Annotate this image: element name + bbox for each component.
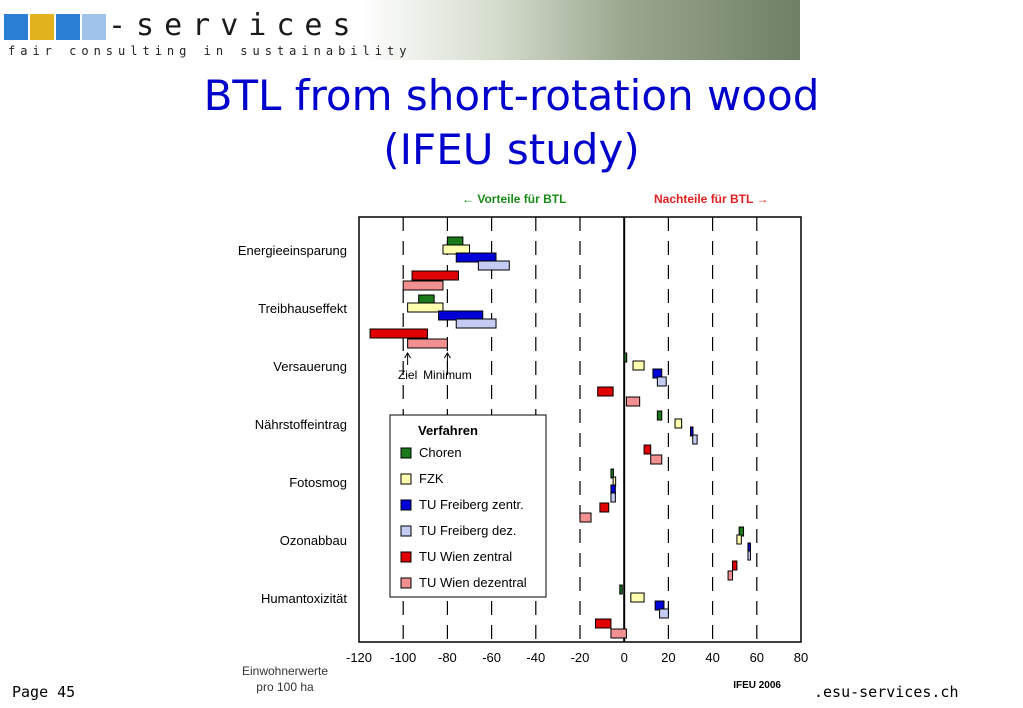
bar bbox=[579, 512, 592, 523]
legend-swatch bbox=[400, 499, 412, 511]
x-tick-label: 0 bbox=[621, 650, 628, 665]
bar bbox=[411, 270, 459, 281]
logo-block-2 bbox=[30, 14, 54, 40]
x-tick-label: -60 bbox=[482, 650, 501, 665]
x-tick-label: -120 bbox=[346, 650, 372, 665]
slide-title-line1: BTL from short-rotation wood bbox=[203, 71, 820, 120]
annotation-arrowhead bbox=[443, 352, 451, 359]
bar bbox=[736, 534, 742, 545]
footer-website: .esu-services.ch bbox=[814, 683, 959, 701]
bar bbox=[610, 468, 614, 479]
disadvantage-label: Nachteile für BTL → bbox=[654, 192, 768, 206]
x-tick-label: 20 bbox=[661, 650, 675, 665]
legend-box bbox=[389, 414, 547, 598]
logo-text: -services bbox=[108, 8, 361, 43]
bar bbox=[455, 318, 497, 329]
bar bbox=[455, 252, 497, 263]
bar bbox=[727, 570, 733, 581]
bar bbox=[402, 280, 444, 291]
logo-block-3 bbox=[56, 14, 80, 40]
logo-tagline: fair consulting in sustainability bbox=[8, 44, 412, 58]
bar bbox=[630, 592, 645, 603]
legend-label: FZK bbox=[419, 471, 444, 486]
bar bbox=[610, 492, 616, 503]
x-axis-label-line2: pro 100 ha bbox=[256, 680, 314, 694]
page-number: Page 45 bbox=[12, 683, 76, 701]
source-label: IFEU 2006 bbox=[733, 680, 781, 691]
advantage-label: ← Vorteile für BTL bbox=[462, 192, 566, 206]
logo-block-1 bbox=[4, 14, 28, 40]
x-tick-label: -40 bbox=[526, 650, 545, 665]
bar bbox=[650, 454, 663, 465]
bar bbox=[747, 550, 751, 561]
bar bbox=[407, 302, 444, 313]
bar bbox=[597, 386, 614, 397]
category-label: Humantoxizität bbox=[261, 591, 347, 606]
bar bbox=[731, 560, 738, 571]
x-tick-label: -20 bbox=[571, 650, 590, 665]
x-axis-label-line1: Einwohnerwerte bbox=[242, 664, 328, 678]
bar bbox=[659, 608, 669, 619]
annotation-label: Minimum bbox=[423, 368, 472, 382]
legend-label: TU Wien zentral bbox=[419, 549, 512, 564]
bar bbox=[619, 584, 623, 595]
bar bbox=[643, 444, 652, 455]
bar bbox=[477, 260, 510, 271]
x-tick-label: -80 bbox=[438, 650, 457, 665]
x-tick-label: 60 bbox=[750, 650, 764, 665]
category-label: Versauerung bbox=[273, 359, 347, 374]
bar bbox=[623, 352, 628, 363]
bar bbox=[594, 618, 612, 629]
legend-swatch bbox=[400, 525, 412, 537]
category-label: Nährstoffeintrag bbox=[255, 417, 347, 432]
legend-title: Verfahren bbox=[418, 423, 478, 438]
bar bbox=[610, 628, 627, 639]
category-label: Energieeinsparung bbox=[238, 243, 347, 258]
bar bbox=[656, 410, 663, 421]
annotation-arrowhead bbox=[404, 352, 412, 359]
legend-swatch bbox=[400, 447, 412, 459]
logo-block-4 bbox=[82, 14, 106, 40]
bar bbox=[674, 418, 683, 429]
bar bbox=[692, 434, 698, 445]
legend-swatch bbox=[400, 473, 412, 485]
category-label: Treibhauseffekt bbox=[258, 301, 347, 316]
x-tick-label: -100 bbox=[390, 650, 416, 665]
bar bbox=[407, 338, 448, 349]
bar bbox=[369, 328, 429, 339]
legend-label: Choren bbox=[419, 445, 462, 460]
slide-title-line2: (IFEU study) bbox=[383, 125, 640, 174]
x-tick-label: 80 bbox=[794, 650, 808, 665]
bar bbox=[632, 360, 645, 371]
category-label: Fotosmog bbox=[289, 475, 347, 490]
bar bbox=[625, 396, 641, 407]
x-tick-label: 40 bbox=[705, 650, 719, 665]
legend-label: TU Wien dezentral bbox=[419, 575, 527, 590]
bar bbox=[599, 502, 610, 513]
legend-label: TU Freiberg zentr. bbox=[419, 497, 524, 512]
legend-label: TU Freiberg dez. bbox=[419, 523, 517, 538]
annotation-label: Ziel bbox=[398, 368, 417, 382]
legend-swatch bbox=[400, 551, 412, 563]
bar bbox=[656, 376, 667, 387]
impact-bar-chart: -120 -100 -80 -60 -40 -20 0 20 40 60 80 Einwohnerwe… bbox=[238, 192, 808, 694]
header-banner: -services fair consulting in sustainabil… bbox=[0, 0, 800, 60]
legend-swatch bbox=[400, 577, 412, 589]
esu-logo-icon bbox=[4, 14, 108, 40]
category-label: Ozonabbau bbox=[280, 533, 347, 548]
bar bbox=[690, 426, 694, 437]
